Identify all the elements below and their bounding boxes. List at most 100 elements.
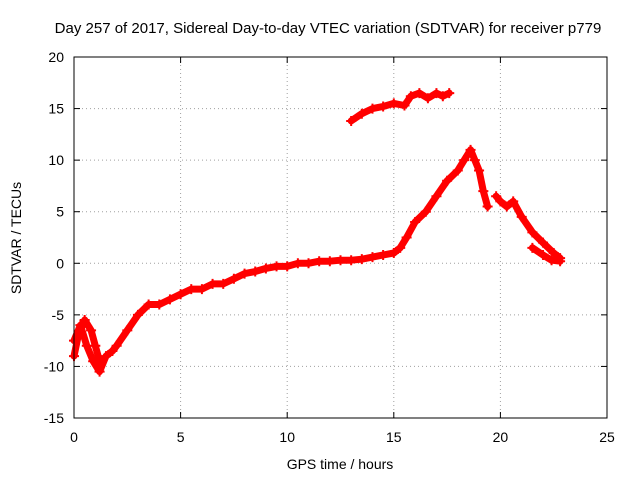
- data-point: [478, 186, 489, 197]
- data-point: [405, 91, 416, 102]
- data-point: [442, 175, 453, 186]
- data-point: [346, 115, 357, 126]
- data-point: [422, 93, 433, 104]
- data-point: [132, 309, 143, 320]
- x-tick-label: 25: [599, 429, 615, 445]
- series-line: [492, 192, 564, 262]
- data-point: [81, 340, 92, 351]
- data-point: [548, 247, 559, 258]
- series-line: [347, 89, 453, 125]
- data-point: [164, 294, 175, 305]
- data-point: [491, 191, 502, 202]
- data-point: [111, 340, 122, 351]
- series-segment-4: [491, 191, 566, 264]
- data-point: [303, 258, 314, 269]
- data-point: [378, 101, 389, 112]
- data-point: [79, 315, 90, 326]
- y-tick-label: 5: [56, 204, 64, 220]
- data-point: [401, 232, 412, 243]
- y-tick-label: 10: [48, 152, 64, 168]
- data-point: [143, 299, 154, 310]
- data-point: [292, 258, 303, 269]
- data-point: [356, 254, 367, 265]
- grid-lines: [74, 57, 607, 418]
- data-point: [335, 255, 346, 266]
- data-point: [218, 278, 229, 289]
- data-point: [474, 165, 485, 176]
- data-point: [239, 268, 250, 279]
- data-series: [69, 88, 566, 377]
- data-point: [527, 242, 538, 253]
- data-point: [94, 366, 105, 377]
- x-tick-label: 0: [70, 429, 78, 445]
- data-point: [420, 206, 431, 217]
- chart-title: Day 257 of 2017, Sidereal Day-to-day VTE…: [54, 20, 602, 37]
- data-point: [431, 191, 442, 202]
- data-point: [469, 155, 480, 166]
- series-segment-2: [69, 315, 105, 367]
- data-point: [495, 196, 506, 207]
- data-point: [228, 273, 239, 284]
- series-line: [70, 146, 492, 376]
- series-segment-5: [527, 242, 566, 267]
- data-point: [260, 263, 271, 274]
- data-point: [356, 108, 367, 119]
- y-tick-label: -5: [52, 307, 65, 323]
- data-point: [282, 261, 293, 272]
- y-tick-label: 0: [56, 255, 64, 271]
- data-point: [378, 250, 389, 261]
- plot-border: [73, 56, 608, 419]
- y-axis-label: SDTVAR / TECUs: [8, 181, 24, 295]
- data-point: [122, 325, 133, 336]
- data-point: [175, 289, 186, 300]
- data-point: [465, 144, 476, 155]
- data-point: [107, 345, 118, 356]
- data-point: [367, 103, 378, 114]
- data-point: [399, 100, 410, 111]
- data-point: [324, 256, 335, 267]
- data-point: [410, 217, 421, 228]
- y-tick-label: -10: [44, 358, 64, 374]
- data-point: [555, 256, 566, 267]
- data-point: [154, 299, 165, 310]
- x-tick-label: 5: [177, 429, 185, 445]
- data-point: [250, 266, 261, 277]
- data-point: [367, 252, 378, 263]
- data-point: [444, 88, 455, 99]
- data-point: [516, 211, 527, 222]
- data-point: [94, 356, 105, 367]
- data-point: [482, 201, 493, 212]
- data-point: [388, 98, 399, 109]
- data-point: [501, 201, 512, 212]
- x-tick-label: 10: [279, 429, 295, 445]
- y-tick-label: 20: [48, 49, 64, 65]
- data-point: [207, 278, 218, 289]
- data-point: [527, 227, 538, 238]
- data-point: [546, 255, 557, 266]
- data-point: [395, 242, 406, 253]
- data-point: [414, 88, 425, 99]
- data-point: [538, 250, 549, 261]
- axes-frame: [73, 56, 608, 419]
- data-point: [90, 340, 101, 351]
- data-point: [388, 247, 399, 258]
- data-point: [73, 330, 84, 341]
- axis-ticks: 0 5 10 15 20 25 -15 -10 -5 0 5 10 15 20: [44, 49, 615, 445]
- series-segment-1: [69, 144, 493, 377]
- y-tick-label: 15: [48, 101, 64, 117]
- series-segment-3: [346, 88, 455, 126]
- data-point: [431, 88, 442, 99]
- data-point: [100, 351, 111, 362]
- data-point: [196, 284, 207, 295]
- data-point: [271, 261, 282, 272]
- y-tick-label: -15: [44, 410, 64, 426]
- x-tick-label: 20: [493, 429, 509, 445]
- data-point: [186, 284, 197, 295]
- data-point: [346, 255, 357, 266]
- data-point: [452, 165, 463, 176]
- x-axis-label: GPS time / hours: [286, 456, 394, 472]
- data-point: [86, 325, 97, 336]
- data-point: [459, 155, 470, 166]
- data-point: [538, 237, 549, 248]
